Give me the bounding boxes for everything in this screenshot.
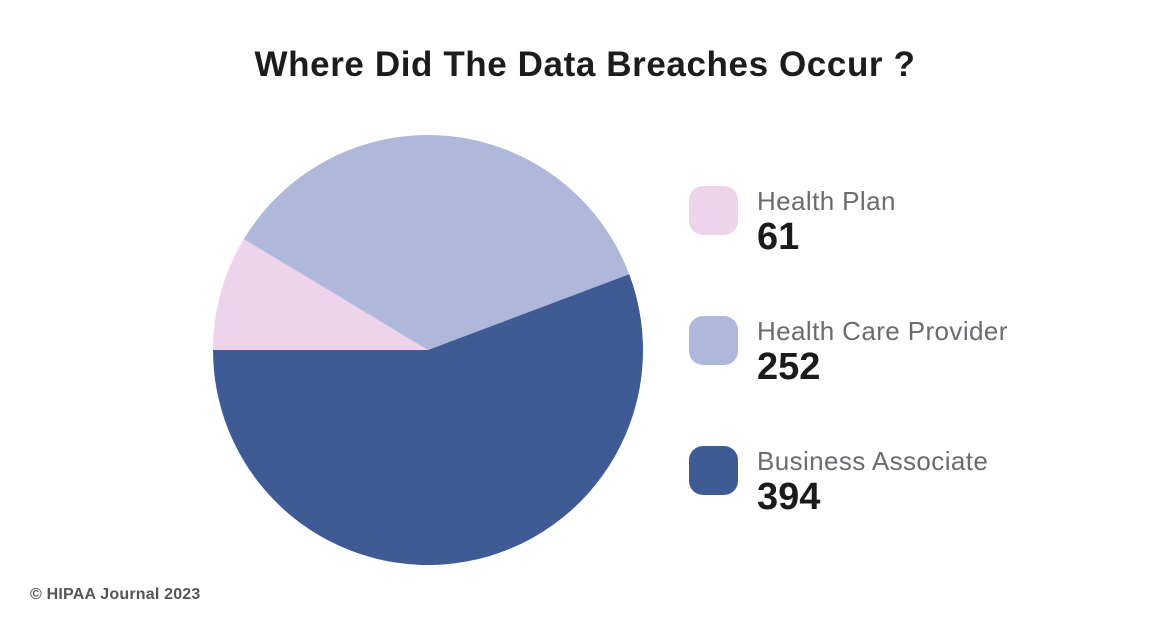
legend-item-health-plan: Health Plan 61 [689, 186, 1008, 258]
pie-slice-health-care-provider [243, 135, 630, 350]
pie-slice-health-plan [213, 239, 428, 350]
legend-swatch-health-care-provider [689, 316, 738, 365]
legend-label: Health Plan [757, 186, 896, 216]
legend-value: 252 [757, 346, 821, 388]
legend-item-health-care-provider: Health Care Provider 252 [689, 316, 1008, 388]
chart-title: Where Did The Data Breaches Occur ? [254, 45, 916, 84]
legend: Health Plan 61 Health Care Provider 252 … [689, 186, 1008, 518]
legend-swatch-health-plan [689, 186, 738, 235]
pie-chart [213, 135, 643, 565]
legend-swatch-business-associate [689, 446, 738, 495]
legend-label: Health Care Provider [757, 316, 1008, 346]
legend-value: 61 [757, 216, 800, 258]
legend-item-business-associate: Business Associate 394 [689, 446, 1008, 518]
pie-slice-business-associate [213, 274, 643, 565]
copyright-text: © HIPAA Journal 2023 [30, 586, 201, 603]
legend-value: 394 [757, 476, 821, 518]
legend-label: Business Associate [757, 446, 989, 476]
